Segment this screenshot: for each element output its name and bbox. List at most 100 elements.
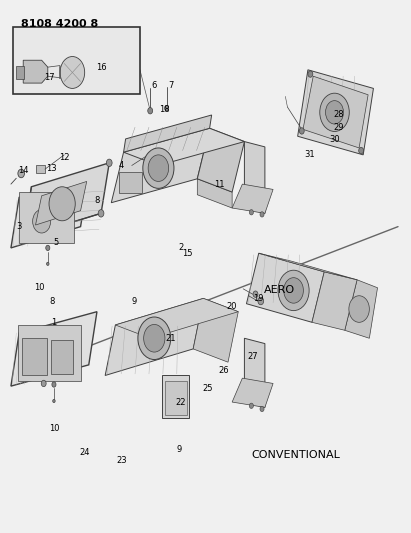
Text: 10: 10 xyxy=(35,283,45,292)
Polygon shape xyxy=(247,253,324,322)
Text: 31: 31 xyxy=(305,150,315,159)
Text: 25: 25 xyxy=(202,384,213,393)
Bar xyxy=(18,325,81,381)
Polygon shape xyxy=(259,253,357,280)
Bar xyxy=(59,66,60,78)
Polygon shape xyxy=(312,272,357,330)
Circle shape xyxy=(49,187,75,221)
Circle shape xyxy=(46,262,49,265)
Circle shape xyxy=(258,297,264,305)
Bar xyxy=(13,27,140,94)
Circle shape xyxy=(299,128,304,134)
Text: 1: 1 xyxy=(51,318,57,327)
Polygon shape xyxy=(23,163,109,237)
Text: 29: 29 xyxy=(333,123,344,132)
Circle shape xyxy=(278,270,309,311)
Polygon shape xyxy=(232,378,273,407)
Circle shape xyxy=(148,155,169,181)
Circle shape xyxy=(249,209,254,215)
Text: 28: 28 xyxy=(333,110,344,119)
Text: 22: 22 xyxy=(175,398,186,407)
Text: 24: 24 xyxy=(79,448,90,457)
Circle shape xyxy=(32,209,51,233)
Circle shape xyxy=(143,148,174,188)
Text: 10: 10 xyxy=(48,424,59,433)
Text: 3: 3 xyxy=(16,222,22,231)
Circle shape xyxy=(349,296,369,322)
Polygon shape xyxy=(298,70,374,155)
Text: 13: 13 xyxy=(46,164,57,173)
Bar xyxy=(164,381,187,415)
Bar xyxy=(16,66,24,79)
Polygon shape xyxy=(245,338,265,407)
Circle shape xyxy=(164,106,169,111)
Polygon shape xyxy=(124,115,212,152)
Circle shape xyxy=(52,382,56,387)
Text: 9: 9 xyxy=(176,446,182,455)
Text: 8: 8 xyxy=(94,196,99,205)
Polygon shape xyxy=(345,280,378,338)
Circle shape xyxy=(260,406,264,411)
Polygon shape xyxy=(11,312,97,386)
Bar xyxy=(51,340,73,374)
Text: 12: 12 xyxy=(59,153,69,162)
Circle shape xyxy=(260,212,264,217)
Text: 17: 17 xyxy=(44,72,55,82)
Circle shape xyxy=(320,93,349,132)
Polygon shape xyxy=(232,184,273,213)
Text: 27: 27 xyxy=(247,352,258,361)
Circle shape xyxy=(359,148,364,154)
Polygon shape xyxy=(124,128,245,165)
Text: 5: 5 xyxy=(53,238,59,247)
Text: 14: 14 xyxy=(18,166,28,175)
Polygon shape xyxy=(23,60,48,83)
Bar xyxy=(120,172,142,193)
Polygon shape xyxy=(111,128,210,203)
Text: 2: 2 xyxy=(178,244,184,253)
Text: 15: 15 xyxy=(182,249,192,258)
Text: 4: 4 xyxy=(119,161,124,170)
Polygon shape xyxy=(197,128,245,192)
Text: 6: 6 xyxy=(152,81,157,90)
Text: 9: 9 xyxy=(131,296,136,305)
Circle shape xyxy=(60,56,85,88)
Circle shape xyxy=(46,245,50,251)
Polygon shape xyxy=(193,298,238,362)
Circle shape xyxy=(253,291,258,297)
Circle shape xyxy=(41,380,46,386)
Bar xyxy=(35,165,44,173)
Circle shape xyxy=(18,169,24,177)
Circle shape xyxy=(148,108,152,114)
Text: 16: 16 xyxy=(96,63,106,71)
Polygon shape xyxy=(35,181,87,225)
Text: 30: 30 xyxy=(329,135,340,144)
Circle shape xyxy=(144,325,165,352)
Polygon shape xyxy=(245,142,265,213)
Polygon shape xyxy=(197,179,232,208)
Text: CONVENTIONAL: CONVENTIONAL xyxy=(251,450,340,460)
Text: 20: 20 xyxy=(227,302,238,311)
Text: 8: 8 xyxy=(49,296,55,305)
Text: 26: 26 xyxy=(219,366,229,375)
Text: AERO: AERO xyxy=(264,286,295,295)
Text: 11: 11 xyxy=(215,180,225,189)
Circle shape xyxy=(53,399,55,402)
Text: 21: 21 xyxy=(166,334,176,343)
Text: 8108 4200 8: 8108 4200 8 xyxy=(21,19,98,29)
Bar xyxy=(22,338,46,375)
Polygon shape xyxy=(11,176,89,248)
Circle shape xyxy=(249,403,254,408)
Circle shape xyxy=(284,278,303,303)
Circle shape xyxy=(326,101,344,124)
Polygon shape xyxy=(105,298,203,375)
Bar xyxy=(162,375,189,418)
Text: 7: 7 xyxy=(168,81,173,90)
Circle shape xyxy=(106,159,112,166)
Circle shape xyxy=(308,71,313,77)
Text: 19: 19 xyxy=(254,294,264,303)
Polygon shape xyxy=(115,298,238,338)
Bar xyxy=(19,192,74,243)
Text: 18: 18 xyxy=(159,105,170,114)
Text: 23: 23 xyxy=(116,456,127,465)
Polygon shape xyxy=(303,76,368,148)
